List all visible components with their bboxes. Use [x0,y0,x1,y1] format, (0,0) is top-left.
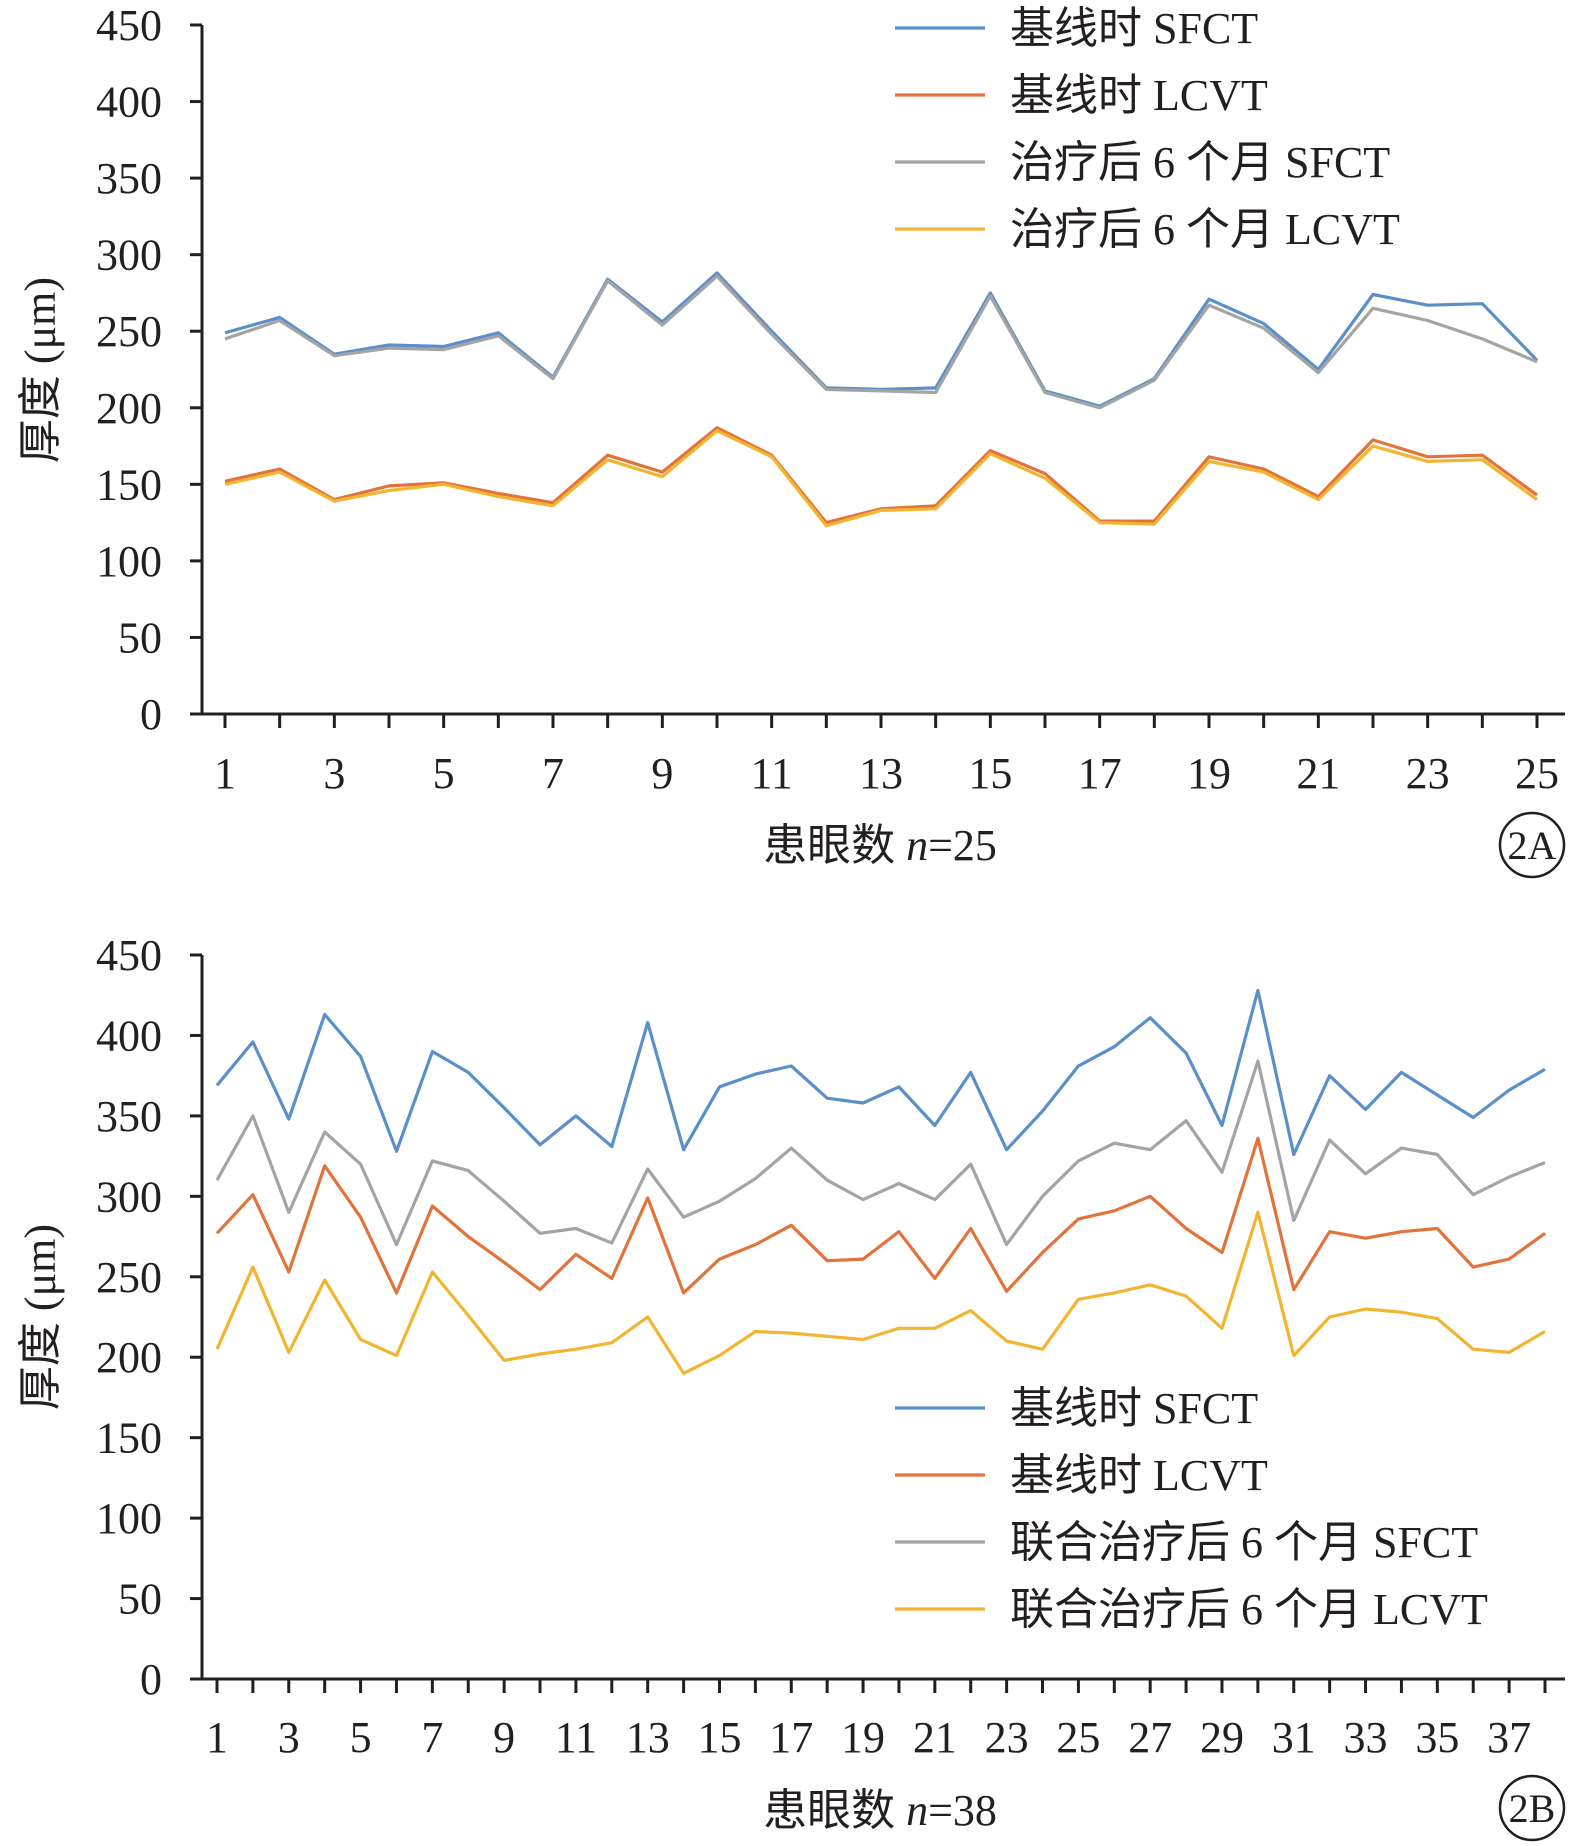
x-tick-label: 5 [350,1713,372,1762]
x-axis-label-var: n [906,1786,928,1835]
legend-label: 基线时 LCVT [1010,1451,1268,1500]
legend: 基线时 SFCT 基线时 LCVT 联合治疗后 6 个月 SFCT 联合治疗后 6 个… [895,1384,1488,1634]
legend-label: 基线时 SFCT [1010,4,1258,53]
y-tick-label: 300 [96,231,162,280]
legend-label: 基线时 LCVT [1010,71,1268,120]
x-tick-label: 21 [1296,749,1340,798]
x-tick-label: 27 [1128,1713,1172,1762]
y-tick-label: 50 [118,1575,162,1624]
series-line-2 [215,1136,1546,1295]
y-tick-label: 100 [96,537,162,586]
x-axis-label-suffix: =38 [928,1786,997,1835]
x-tick-label: 3 [323,749,345,798]
x-tick-label: 15 [968,749,1012,798]
x-tick-label: 17 [1078,749,1122,798]
x-tick-label: 11 [750,749,792,798]
legend: 基线时 SFCT 基线时 LCVT 治疗后 6 个月 SFCT 治疗后 6 个月 LC… [895,4,1400,254]
y-tick-label: 200 [96,384,162,433]
y-tick-label: 150 [96,460,162,509]
y-tick-label: 350 [96,1092,162,1141]
series-line-4 [215,1210,1546,1375]
legend-label: 治疗后 6 个月 SFCT [1010,138,1390,187]
series-line-3 [215,1059,1546,1247]
x-tick-label: 23 [1406,749,1450,798]
series-line-4 [224,429,1538,528]
x-tick-label: 19 [841,1713,885,1762]
x-tick-label: 25 [1515,749,1559,798]
x-tick-label: 15 [697,1713,741,1762]
legend-label: 联合治疗后 6 个月 SFCT [1010,1518,1478,1567]
x-axis-label-var: n [906,821,928,870]
x-tick-label: 37 [1487,1713,1531,1762]
x-axis-label: 患眼数 n=38 [763,1786,997,1835]
x-tick-label: 35 [1415,1713,1459,1762]
x-tick-label: 9 [493,1713,515,1762]
y-axis-label: 厚度 (μm) [16,277,65,463]
series-line-3 [224,274,1538,410]
x-tick-label: 1 [214,749,236,798]
y-tick-label: 0 [140,1655,162,1704]
y-tick-label: 100 [96,1494,162,1543]
x-tick-label: 7 [542,749,564,798]
y-tick-label: 450 [96,931,162,980]
legend-label: 治疗后 6 个月 LCVT [1010,205,1400,254]
x-tick-label: 23 [985,1713,1029,1762]
x-tick-label: 7 [421,1713,443,1762]
x-tick-label: 13 [626,1713,670,1762]
panel-label-circle [1498,811,1566,879]
series-line-1 [224,271,1539,408]
x-tick-label: 3 [278,1713,300,1762]
x-tick-label: 33 [1344,1713,1388,1762]
x-tick-label: 1 [206,1713,228,1762]
x-axis-label: 患眼数 n=25 [763,821,997,870]
legend-label: 基线时 SFCT [1010,1384,1258,1433]
y-tick-label: 450 [96,1,162,50]
y-tick-label: 0 [140,690,162,739]
y-tick-label: 150 [96,1414,162,1463]
x-axis-label-suffix: =25 [928,821,997,870]
series-line-1 [215,988,1546,1157]
x-tick-label: 25 [1056,1713,1100,1762]
y-axis-label: 厚度 (μm) [16,1224,65,1410]
panel-label: 2B [1509,1786,1556,1831]
y-tick-label: 350 [96,154,162,203]
x-tick-label: 5 [433,749,455,798]
panel-label-circle [1498,1774,1566,1842]
series-line-2 [224,426,1538,525]
legend-label: 联合治疗后 6 个月 LCVT [1010,1585,1488,1634]
y-tick-label: 400 [96,78,162,127]
y-tick-label: 200 [96,1333,162,1382]
x-tick-label: 9 [651,749,673,798]
x-tick-label: 31 [1272,1713,1316,1762]
x-tick-label: 21 [913,1713,957,1762]
y-tick-label: 250 [96,307,162,356]
y-tick-label: 250 [96,1253,162,1302]
x-tick-label: 11 [555,1713,597,1762]
x-tick-label: 19 [1187,749,1231,798]
panel-label: 2A [1508,823,1557,868]
x-tick-label: 13 [859,749,903,798]
x-tick-label: 17 [769,1713,813,1762]
y-tick-label: 50 [118,613,162,662]
y-tick-label: 400 [96,1011,162,1060]
x-tick-label: 29 [1200,1713,1244,1762]
x-axis-label-prefix: 患眼数 [763,821,906,870]
x-axis-label-prefix: 患眼数 [763,1786,906,1835]
y-tick-label: 300 [96,1172,162,1221]
